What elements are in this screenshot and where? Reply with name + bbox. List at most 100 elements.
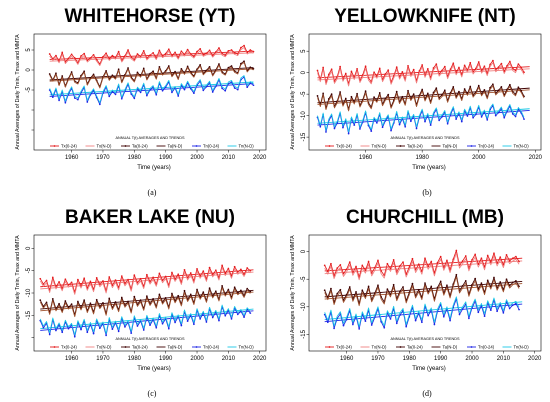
legend-marker [195,145,198,147]
data-point [350,70,353,73]
data-point [89,280,92,283]
chart-title: BAKER LAKE (NU) [65,207,235,228]
series-line [324,276,520,307]
data-point [461,260,464,262]
data-point [511,257,514,260]
data-point [77,300,79,303]
data-point [208,287,211,289]
data-point [180,50,183,53]
data-point [102,55,104,58]
data-point [139,91,142,94]
data-point [83,70,86,73]
y-axis-label: Annual Averages of Daily Tmin, Tmax and … [290,235,296,351]
data-point [421,64,424,66]
data-point [499,256,502,258]
data-point [243,316,245,318]
x-tick-label: 1990 [434,356,448,362]
data-point [435,87,438,89]
legend-label: Ta(0-24) [407,143,423,148]
data-point [171,271,173,274]
series-group [323,249,523,330]
x-axis-label: Time (years) [412,165,445,171]
x-tick-label: 2020 [253,356,267,362]
data-point [243,44,245,47]
data-point [517,63,520,65]
data-point [102,280,104,282]
data-point [358,328,361,330]
y-tick-label: -15 [301,329,307,338]
chart-svg-c: BAKER LAKE (NU) 1960 1970 1980 1990 2000 2010 2… [15,207,267,398]
panel-caption: (c) [148,389,157,398]
data-point [455,118,457,120]
data-point [98,103,101,106]
y-tick-label: -10 [301,302,307,311]
legend: ANNUAL T(t) AVERAGES AND TRENDS Tx(0-24) T… [325,337,529,349]
data-point [70,71,73,73]
data-point [236,313,239,316]
trend-line [49,83,254,97]
data-point [64,101,67,104]
data-point [333,327,335,330]
data-point [142,67,145,70]
legend-label: Tx(0-24) [61,143,77,148]
data-point [124,326,126,328]
data-point [323,289,326,292]
data-point [55,329,57,332]
data-point [67,327,70,330]
data-point [80,328,82,331]
data-point [377,284,379,287]
data-point [480,282,483,284]
data-point [355,291,357,293]
data-point [127,278,129,281]
data-point [492,83,494,86]
data-point [48,53,51,55]
data-point [133,295,136,298]
legend-label: Tx(N-D) [372,143,387,148]
plot-area [33,234,267,352]
data-point [392,283,395,286]
data-point [344,97,347,100]
x-axis-label: Time (years) [412,366,445,372]
data-point [171,292,173,295]
chart-svg-b: YELLOWKNIFE (NT) 1960 1980 2000 2020 -15 -10 -5… [290,6,543,197]
data-point [211,91,214,93]
data-point [193,323,195,326]
data-point [520,89,523,92]
data-point [61,51,64,54]
data-point [111,74,114,77]
legend-marker [470,346,473,348]
legend-label: Tn(N-D) [239,344,255,349]
series-line [324,296,520,328]
x-tick-label: 2000 [190,356,204,362]
data-point [494,114,497,117]
data-point [230,65,233,67]
legend-label: Tx(0-24) [61,344,77,349]
data-point [105,334,107,337]
data-point [70,303,73,306]
legend-title: ANNUAL T(t) AVERAGES AND TRENDS [390,337,460,341]
data-point [120,97,123,100]
data-point [120,275,123,277]
x-tick-label: 2010 [497,356,511,362]
y-axis-label: Annual Averages of Daily Tmin, Tmax and … [290,34,296,150]
data-point [214,290,217,293]
data-point [345,268,348,271]
data-point [42,283,45,285]
data-point [404,125,407,128]
data-point [89,302,92,305]
data-point [383,326,386,329]
data-point [464,279,467,282]
legend-label: Ta(0-24) [132,344,148,349]
legend-label: Ta(N-D) [443,344,458,349]
trend-line [317,68,530,81]
data-point [386,288,389,290]
x-tick-label: 1970 [96,356,110,362]
trend-line [49,68,254,82]
data-point [407,64,409,67]
data-point [249,49,252,51]
data-point [158,272,161,275]
data-point [130,332,133,335]
data-point [233,87,236,89]
data-point [58,302,60,305]
x-tick-label: 2010 [222,356,236,362]
